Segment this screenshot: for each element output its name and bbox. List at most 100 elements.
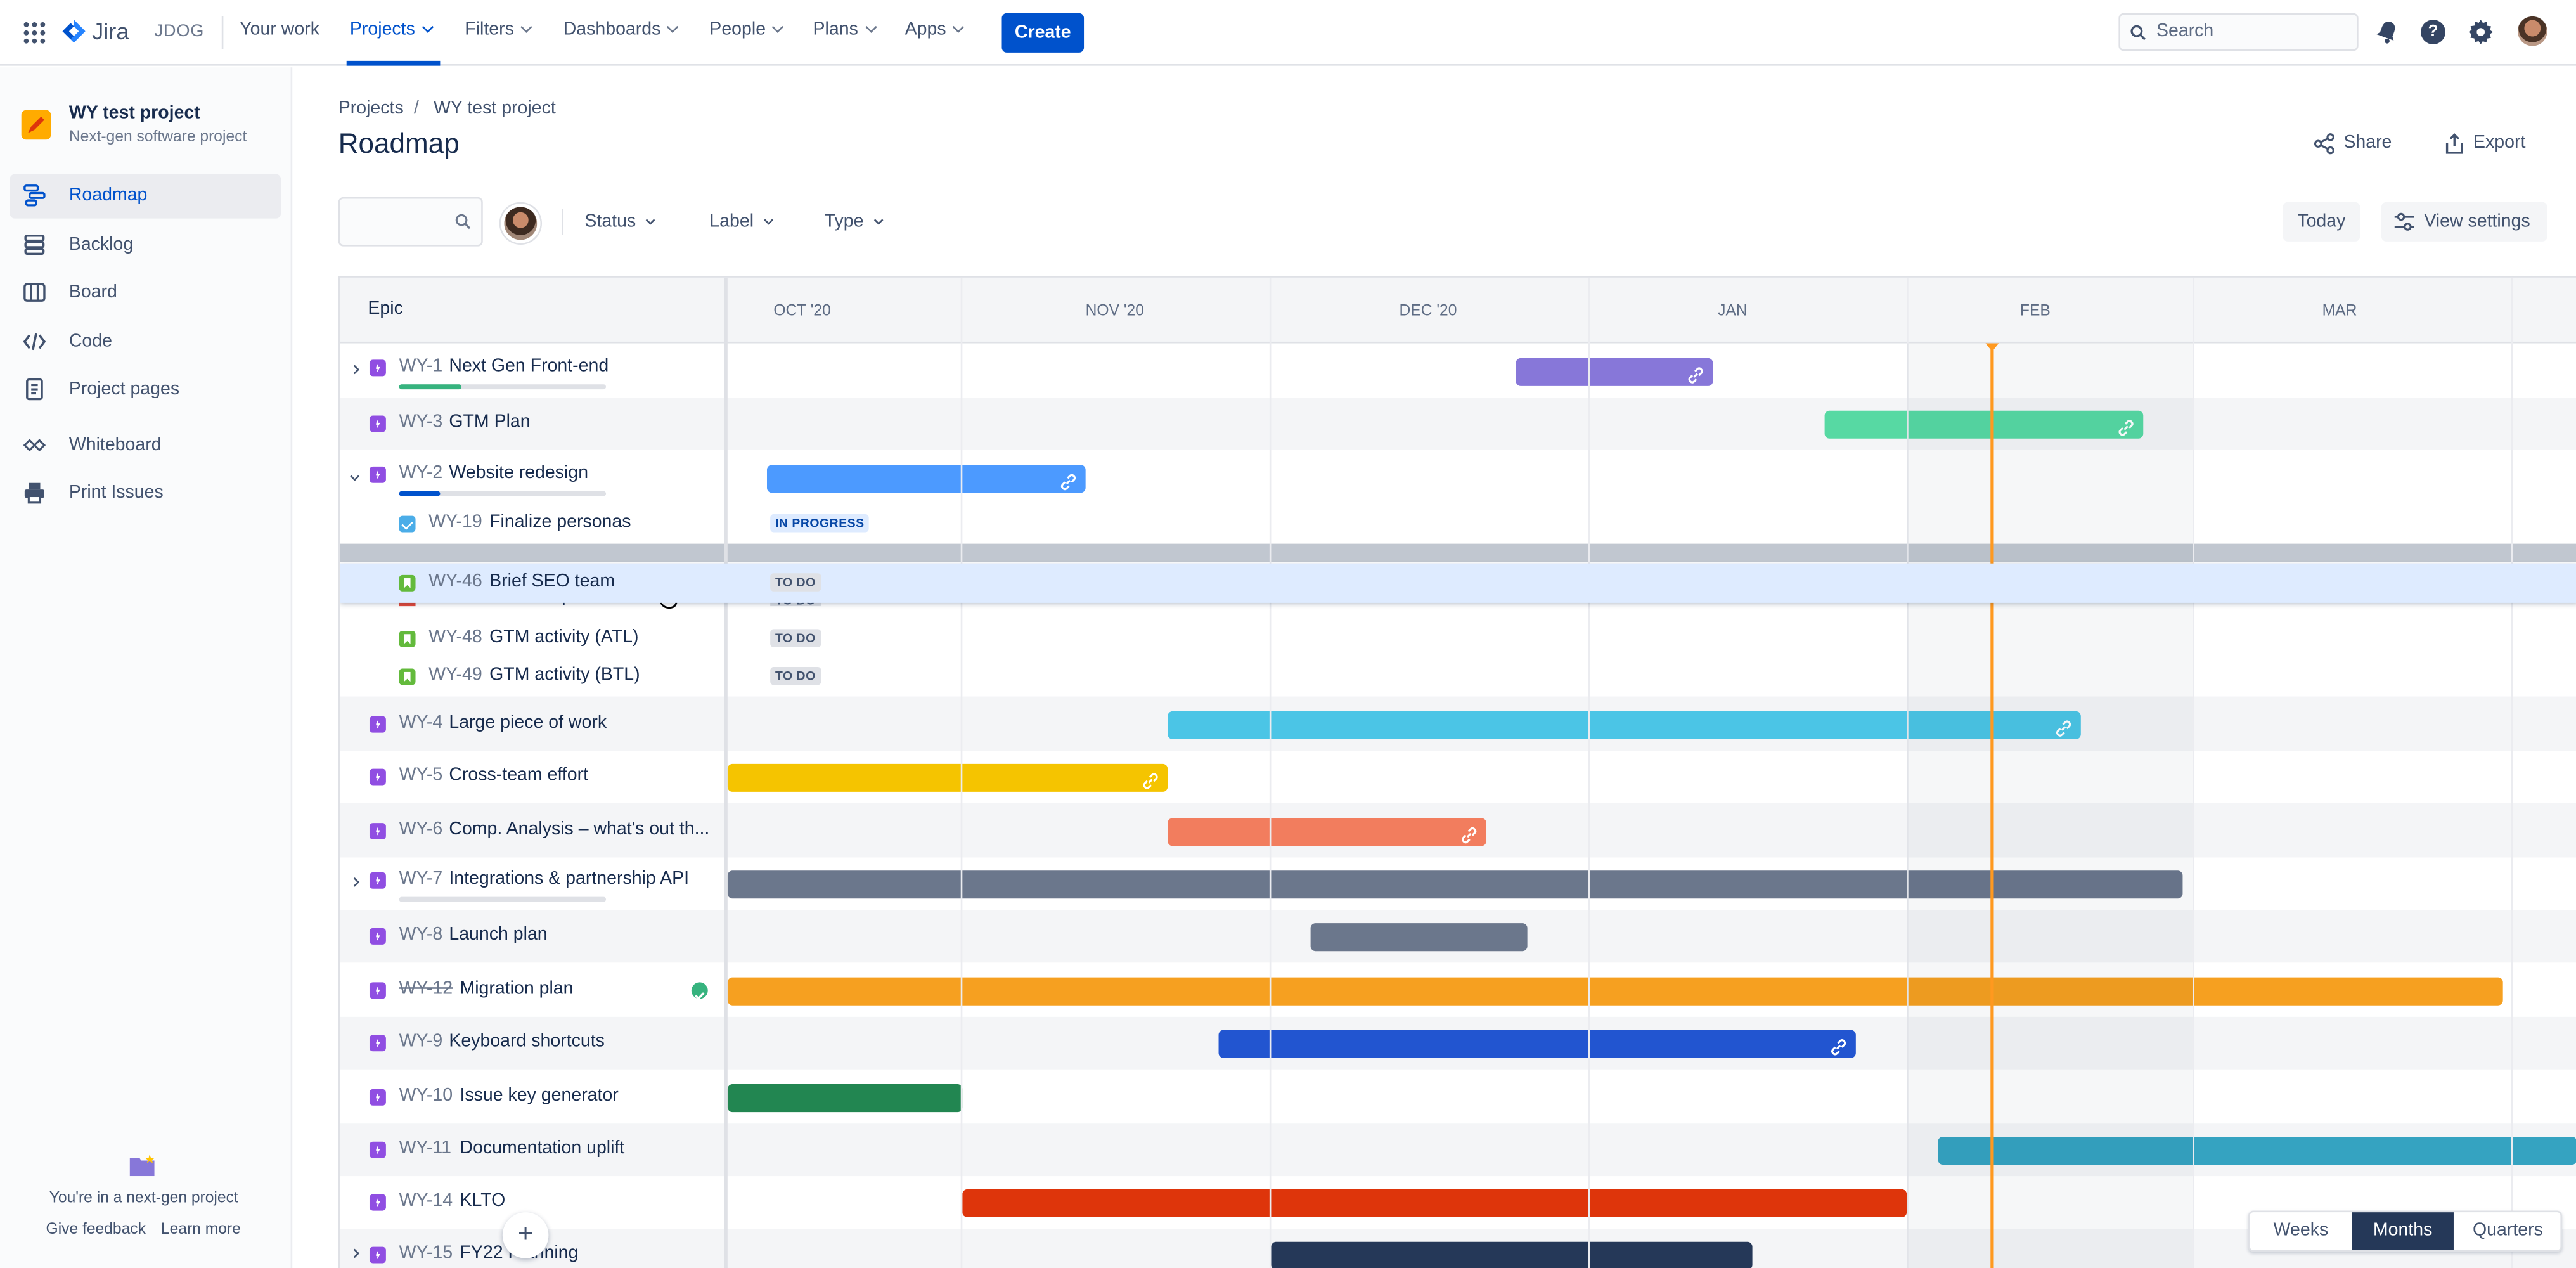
zoom-months-button[interactable]: Months — [2352, 1212, 2454, 1250]
settings-gear-icon[interactable] — [2468, 20, 2494, 44]
timeline-bar[interactable] — [1271, 1241, 1753, 1268]
sidebar-item-project-pages[interactable]: Project pages — [10, 368, 281, 412]
nav-people[interactable]: People — [709, 20, 784, 39]
nav-plans[interactable]: Plans — [813, 20, 877, 39]
nav-apps[interactable]: Apps — [905, 20, 965, 39]
issue-summary[interactable]: GTM activity (BTL) — [489, 665, 640, 685]
epic-row[interactable]: WY-9 Keyboard shortcuts — [340, 1016, 2576, 1070]
issue-summary[interactable]: Next Gen Front-end — [449, 356, 609, 377]
issue-summary[interactable]: Documentation uplift — [460, 1138, 625, 1158]
timeline-bar[interactable] — [1218, 1029, 1856, 1058]
sidebar-item-roadmap[interactable]: Roadmap — [10, 174, 281, 219]
assignee-avatar-filter[interactable] — [501, 204, 541, 243]
nav-filters[interactable]: Filters — [465, 20, 532, 39]
timeline-bar[interactable] — [766, 463, 1086, 493]
issue-summary[interactable]: Cross-team effort — [449, 765, 589, 786]
chevron-down-icon[interactable] — [350, 472, 359, 481]
epic-row[interactable]: WY-11 Documentation uplift — [340, 1123, 2576, 1177]
issue-key[interactable]: WY-9 — [399, 1032, 443, 1052]
issue-key[interactable]: WY-49 — [428, 665, 482, 685]
epic-row[interactable]: WY-10 Issue key generator — [340, 1070, 2576, 1124]
sidebar-item-board[interactable]: Board — [10, 271, 281, 316]
chevron-right-icon[interactable] — [350, 877, 359, 887]
breadcrumb-project[interactable]: WY test project — [434, 98, 556, 119]
timeline-bar[interactable] — [1168, 817, 1486, 846]
add-epic-button[interactable]: + — [502, 1212, 549, 1258]
timeline-bar[interactable] — [1938, 1135, 2576, 1164]
app-switcher-icon[interactable] — [23, 22, 46, 44]
issue-summary[interactable]: Issue key generator — [460, 1085, 619, 1106]
type-filter[interactable]: Type — [825, 212, 884, 231]
issue-key[interactable]: WY-7 — [399, 869, 443, 889]
timeline-bar[interactable] — [727, 869, 2183, 898]
epic-row[interactable]: WY-7 Integrations & partnership API — [340, 858, 2576, 910]
issue-summary[interactable]: Brief SEO team — [489, 571, 615, 592]
user-avatar[interactable] — [2518, 16, 2547, 46]
view-settings-button[interactable]: View settings — [2381, 202, 2547, 242]
sidebar-item-code[interactable]: Code — [10, 320, 281, 365]
issue-summary[interactable]: Finalize personas — [489, 512, 631, 533]
timeline-bar[interactable] — [1824, 410, 2144, 438]
issue-summary[interactable]: KLTO — [460, 1191, 506, 1211]
timeline-bar[interactable] — [727, 976, 2503, 1005]
child-issue-row[interactable]: WY-48 GTM activity (ATL) TO DO — [340, 619, 2576, 659]
epic-row[interactable]: WY-12 Migration plan — [340, 962, 2576, 1017]
nav-projects[interactable]: Projects — [350, 20, 434, 39]
zoom-quarters-button[interactable]: Quarters — [2472, 1220, 2543, 1241]
issue-key[interactable]: WY-11 — [399, 1138, 451, 1158]
roadmap-search-input[interactable] — [338, 197, 483, 247]
today-button[interactable]: Today — [2283, 202, 2360, 242]
export-button[interactable]: Export — [2437, 127, 2539, 163]
issue-key[interactable]: WY-10 — [399, 1085, 453, 1106]
sidebar-item-backlog[interactable]: Backlog — [10, 223, 281, 268]
give-feedback-link[interactable]: Give feedback — [46, 1220, 146, 1239]
issue-key[interactable]: WY-5 — [399, 765, 443, 786]
site-name[interactable]: JDOG — [154, 21, 205, 41]
label-filter[interactable]: Label — [709, 212, 773, 231]
issue-summary[interactable]: Website redesign — [449, 463, 589, 483]
epic-row[interactable]: WY-3 GTM Plan — [340, 398, 2576, 450]
issue-summary[interactable]: Comp. Analysis – what's out th... — [449, 819, 710, 840]
project-name[interactable]: WY test project — [68, 103, 200, 124]
epic-row[interactable]: WY-15 FY22 Planning — [340, 1229, 2576, 1268]
issue-key[interactable]: WY-3 — [399, 412, 443, 432]
issue-key[interactable]: WY-1 — [399, 356, 443, 377]
issue-key[interactable]: WY-8 — [399, 924, 443, 945]
timeline-bar[interactable] — [1516, 357, 1713, 385]
issue-key[interactable]: WY-48 — [428, 627, 482, 647]
issue-key[interactable]: WY-19 — [428, 512, 482, 533]
epic-row[interactable]: WY-1 Next Gen Front-end — [340, 344, 2576, 398]
chevron-right-icon[interactable] — [350, 1248, 359, 1258]
timeline-bar[interactable] — [727, 763, 1168, 791]
learn-more-link[interactable]: Learn more — [160, 1220, 241, 1239]
status-filter[interactable]: Status — [584, 212, 655, 231]
issue-key[interactable]: WY-4 — [399, 713, 443, 733]
epic-row[interactable]: WY-14 KLTO — [340, 1176, 2576, 1229]
epic-row[interactable]: WY-4 Large piece of work — [340, 696, 2576, 751]
issue-key[interactable]: WY-14 — [399, 1191, 453, 1211]
issue-summary[interactable]: GTM activity (ATL) — [489, 627, 639, 647]
timeline-bar[interactable] — [962, 1188, 1907, 1217]
search-input[interactable]: Search — [2118, 13, 2359, 51]
epic-row[interactable]: WY-2 Website redesign — [340, 450, 2576, 505]
zoom-weeks-button[interactable]: Weeks — [2273, 1220, 2329, 1241]
issue-summary[interactable]: Migration plan — [460, 979, 574, 999]
notifications-icon[interactable] — [2375, 20, 2400, 44]
issue-key[interactable]: WY-15 — [399, 1243, 453, 1264]
timeline-bar[interactable] — [1168, 710, 2081, 739]
sidebar-item-whiteboard[interactable]: Whiteboard — [10, 424, 281, 468]
share-button[interactable]: Share — [2307, 127, 2399, 163]
breadcrumb-projects[interactable]: Projects — [338, 98, 404, 119]
sidebar-item-print-issues[interactable]: Print Issues — [10, 472, 281, 516]
issue-key[interactable]: WY-6 — [399, 819, 443, 840]
issue-summary[interactable]: Keyboard shortcuts — [449, 1032, 605, 1052]
create-button[interactable]: Create — [1001, 13, 1085, 53]
timeline-bar[interactable] — [1310, 922, 1528, 950]
child-issue-row[interactable]: WY-19 Finalize personas IN PROGRESS — [340, 504, 2576, 543]
issue-summary[interactable]: Large piece of work — [449, 713, 607, 733]
issue-summary[interactable]: Integrations & partnership API — [449, 869, 690, 889]
timeline-bar[interactable] — [727, 1083, 963, 1111]
issue-key[interactable]: WY-12 — [399, 979, 453, 999]
epic-row[interactable]: WY-6 Comp. Analysis – what's out th... — [340, 803, 2576, 858]
issue-summary[interactable]: GTM Plan — [449, 412, 531, 432]
